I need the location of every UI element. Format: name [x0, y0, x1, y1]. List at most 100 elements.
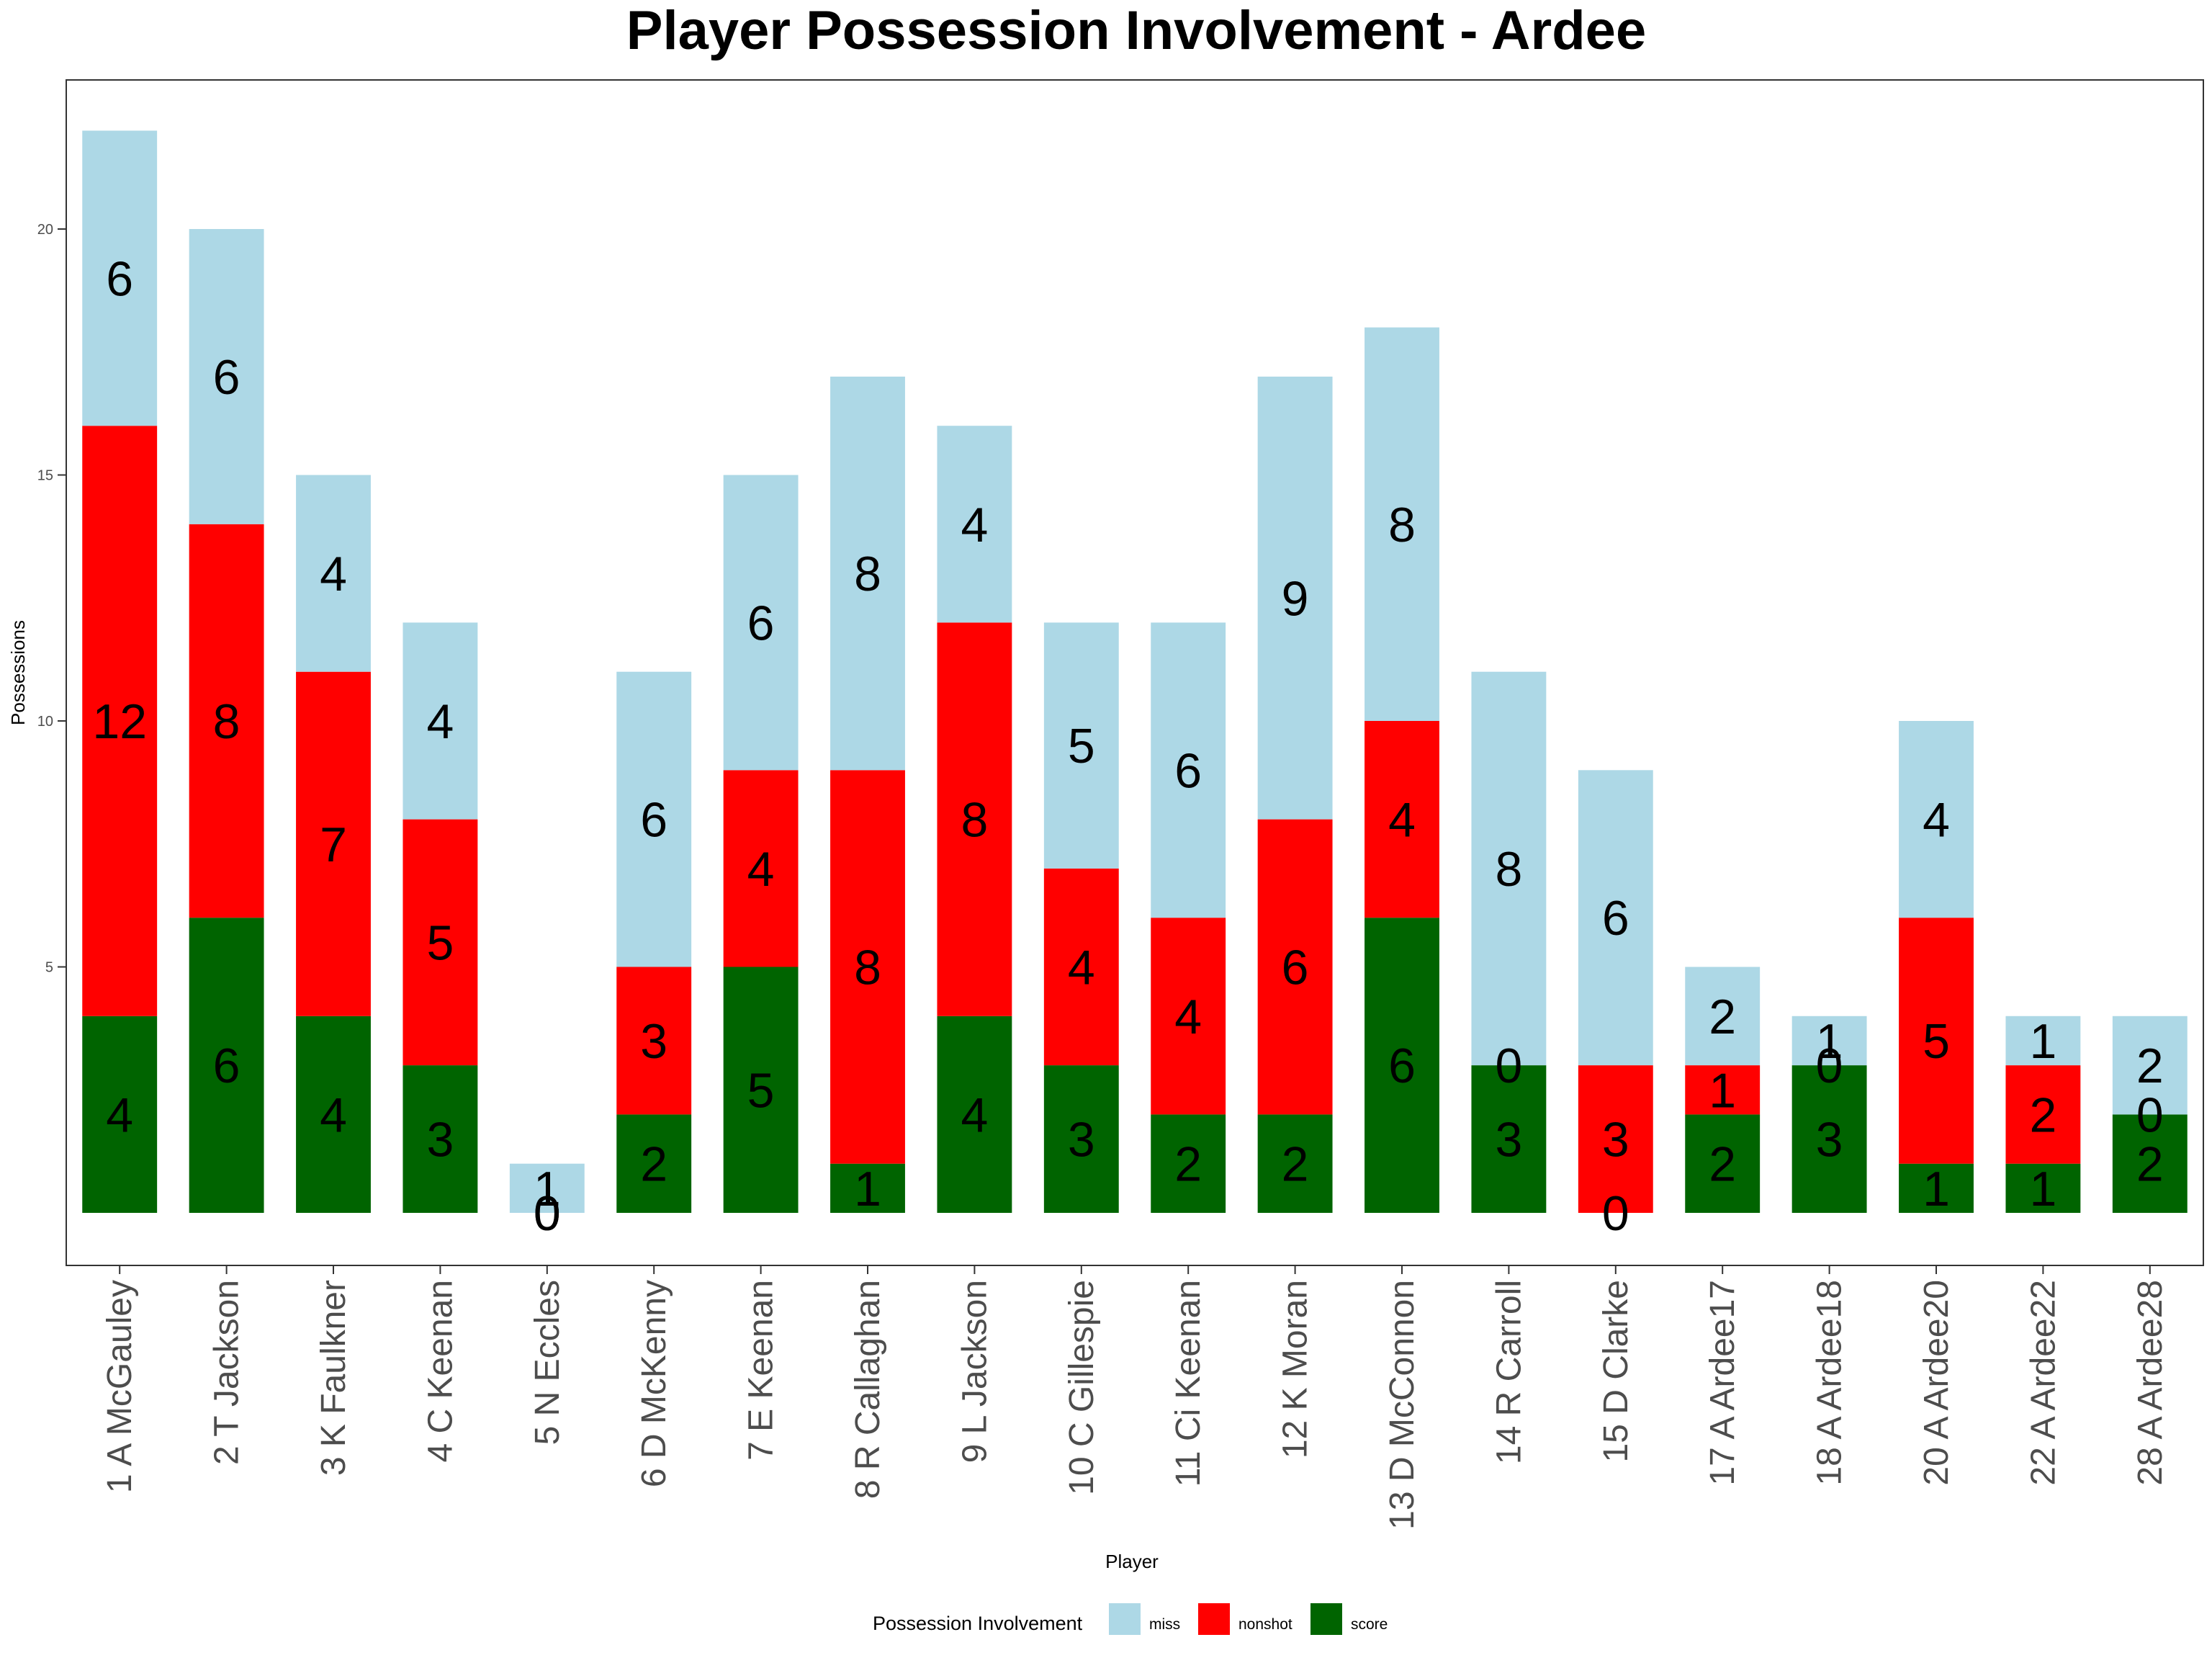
- y-axis-title: Possessions: [7, 620, 29, 725]
- y-tick-label-5: 5: [45, 960, 53, 976]
- bar-miss-22-a-ardee22: [2005, 1016, 2081, 1066]
- x-tick-label-14-r-carroll: 14 R Carroll: [1490, 1280, 1528, 1464]
- bar-nonshot-8-r-callaghan: [830, 770, 905, 1164]
- legend-key-miss: [1109, 1603, 1141, 1635]
- bar-miss-8-r-callaghan: [830, 376, 905, 771]
- plot-panel: [66, 79, 2204, 1266]
- bar-label-miss-3-k-faulkner: 4: [320, 547, 347, 601]
- bar-label-miss-1-a-mcgauley: 6: [106, 251, 133, 306]
- y-tick-label-15: 15: [37, 468, 53, 484]
- bar-label-score-5-n-eccles: 0: [534, 1186, 561, 1241]
- bar-label-miss-20-a-ardee20: 4: [1923, 793, 1950, 848]
- bar-label-nonshot-17-a-ardee17: 1: [1709, 1063, 1736, 1118]
- bar-label-score-10-c-gillespie: 3: [1068, 1113, 1095, 1167]
- x-axis: 1 A McGauley 2 T Jackson 3 K Faulkner 4 C K…: [101, 1265, 2170, 1530]
- legend: Possession Involvement miss nonshot score: [873, 1603, 1388, 1635]
- x-tick-label-11-ci-keenan: 11 Ci Keenan: [1169, 1280, 1208, 1487]
- bar-label-miss-11-ci-keenan: 6: [1174, 743, 1202, 798]
- bar-label-miss-9-l-jackson: 4: [961, 498, 988, 552]
- bar-score-13-d-mcconnon: [1364, 918, 1439, 1213]
- bar-label-score-28-a-ardee28: 2: [2136, 1137, 2164, 1192]
- bar-miss-2-t-jackson: [189, 229, 264, 524]
- y-tick-label-10: 10: [37, 714, 53, 730]
- bar-nonshot-4-c-keenan: [403, 819, 478, 1066]
- legend-label-score: score: [1351, 1616, 1388, 1633]
- bar-miss-18-a-ardee18: [1791, 1016, 1867, 1066]
- bar-score-1-a-mcgauley: [82, 1016, 158, 1213]
- bar-label-score-7-e-keenan: 5: [747, 1063, 775, 1118]
- x-tick-label-8-r-callaghan: 8 R Callaghan: [849, 1280, 887, 1499]
- bar-miss-1-a-mcgauley: [82, 130, 158, 426]
- bar-label-nonshot-4-c-keenan: 5: [426, 915, 454, 970]
- bar-label-nonshot-6-d-mckenny: 3: [640, 1014, 667, 1069]
- bar-label-score-11-ci-keenan: 2: [1174, 1137, 1202, 1192]
- bar-label-nonshot-5-n-eccles: 0: [534, 1186, 561, 1241]
- bar-label-score-14-r-carroll: 3: [1495, 1113, 1522, 1167]
- bar-label-miss-22-a-ardee22: 1: [2029, 1014, 2056, 1069]
- bar-nonshot-17-a-ardee17: [1685, 1065, 1761, 1115]
- y-tick-label-20: 20: [37, 222, 53, 238]
- bar-label-score-20-a-ardee20: 1: [1923, 1162, 1950, 1216]
- bar-score-12-k-moran: [1257, 1114, 1333, 1213]
- x-tick-label-17-a-ardee17: 17 A Ardee17: [1704, 1280, 1742, 1486]
- legend-key-score: [1310, 1603, 1342, 1635]
- bar-nonshot-1-a-mcgauley: [82, 426, 158, 1016]
- bar-nonshot-13-d-mcconnon: [1364, 721, 1439, 918]
- bar-label-nonshot-22-a-ardee22: 2: [2029, 1088, 2056, 1142]
- bar-nonshot-22-a-ardee22: [2005, 1065, 2081, 1164]
- x-tick-label-2-t-jackson: 2 T Jackson: [208, 1280, 246, 1465]
- bar-label-score-18-a-ardee18: 3: [1816, 1113, 1843, 1167]
- legend-label-nonshot: nonshot: [1238, 1616, 1292, 1633]
- bar-miss-9-l-jackson: [937, 426, 1012, 623]
- bar-label-nonshot-7-e-keenan: 4: [747, 842, 775, 897]
- bar-label-miss-15-d-clarke: 6: [1602, 891, 1629, 946]
- bar-miss-12-k-moran: [1257, 376, 1333, 820]
- bar-score-6-d-mckenny: [616, 1114, 692, 1213]
- bar-label-miss-14-r-carroll: 8: [1495, 842, 1522, 897]
- legend-items: miss nonshot score: [1109, 1603, 1388, 1635]
- bar-score-4-c-keenan: [403, 1065, 478, 1213]
- bar-miss-7-e-keenan: [723, 475, 799, 771]
- legend-label-miss: miss: [1149, 1616, 1180, 1633]
- x-tick-label-9-l-jackson: 9 L Jackson: [956, 1280, 994, 1463]
- bar-label-nonshot-12-k-moran: 6: [1282, 941, 1309, 995]
- x-tick-label-13-d-mcconnon: 13 D McConnon: [1383, 1280, 1421, 1530]
- x-axis-title: Player: [1105, 1551, 1159, 1572]
- bar-miss-4-c-keenan: [403, 622, 478, 820]
- bar-score-22-a-ardee22: [2005, 1163, 2081, 1213]
- bar-miss-3-k-faulkner: [296, 475, 371, 672]
- bar-score-11-ci-keenan: [1151, 1114, 1226, 1213]
- bar-label-miss-10-c-gillespie: 5: [1068, 719, 1095, 774]
- bar-nonshot-11-ci-keenan: [1151, 918, 1226, 1115]
- bar-score-20-a-ardee20: [1899, 1163, 1974, 1213]
- bar-nonshot-9-l-jackson: [937, 622, 1012, 1016]
- bar-label-nonshot-18-a-ardee18: 0: [1816, 1039, 1843, 1093]
- bar-label-score-13-d-mcconnon: 6: [1388, 1039, 1416, 1093]
- y-axis: 5 10 15 20: [37, 222, 66, 976]
- bar-label-miss-4-c-keenan: 4: [426, 694, 454, 749]
- x-tick-label-6-d-mckenny: 6 D McKenny: [635, 1280, 673, 1487]
- x-tick-label-10-c-gillespie: 10 C Gillespie: [1063, 1280, 1101, 1495]
- x-tick-label-3-k-faulkner: 3 K Faulkner: [315, 1280, 353, 1476]
- bar-label-miss-17-a-ardee17: 2: [1709, 990, 1736, 1044]
- x-tick-label-15-d-clarke: 15 D Clarke: [1597, 1280, 1635, 1462]
- bar-miss-6-d-mckenny: [616, 671, 692, 967]
- bar-nonshot-10-c-gillespie: [1043, 868, 1119, 1066]
- bar-miss-17-a-ardee17: [1685, 967, 1761, 1066]
- x-tick-label-4-c-keenan: 4 C Keenan: [421, 1280, 459, 1463]
- bar-score-8-r-callaghan: [830, 1163, 905, 1213]
- bar-nonshot-7-e-keenan: [723, 770, 799, 967]
- x-tick-label-7-e-keenan: 7 E Keenan: [742, 1280, 781, 1461]
- x-tick-label-22-a-ardee22: 22 A Ardee22: [2024, 1280, 2062, 1486]
- bar-label-score-8-r-callaghan: 1: [854, 1162, 881, 1216]
- bar-label-score-17-a-ardee17: 2: [1709, 1137, 1736, 1192]
- bar-score-28-a-ardee28: [2112, 1114, 2188, 1213]
- bar-nonshot-3-k-faulkner: [296, 671, 371, 1016]
- x-tick-label-5-n-eccles: 5 N Eccles: [529, 1280, 567, 1445]
- bar-label-nonshot-11-ci-keenan: 4: [1174, 990, 1202, 1044]
- bar-miss-11-ci-keenan: [1151, 622, 1226, 918]
- bar-nonshot-2-t-jackson: [189, 524, 264, 918]
- x-tick-label-1-a-mcgauley: 1 A McGauley: [101, 1280, 139, 1493]
- bar-label-nonshot-15-d-clarke: 3: [1602, 1113, 1629, 1167]
